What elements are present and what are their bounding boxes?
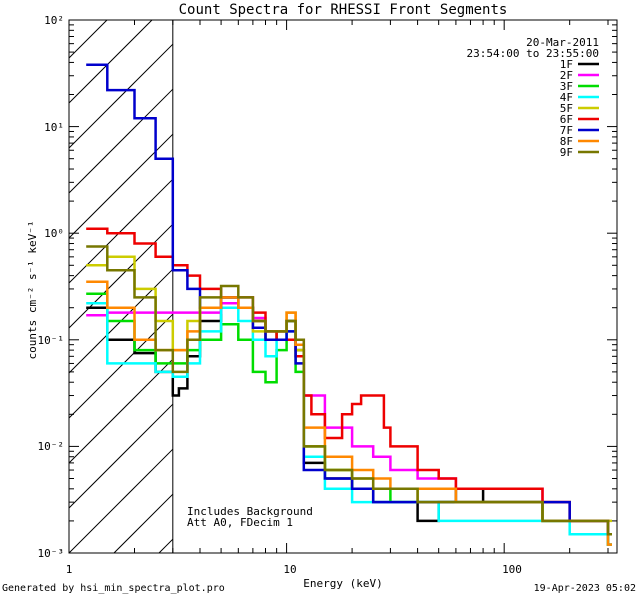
legend-label-7F: 7F (560, 124, 573, 137)
plot-frame (68, 19, 618, 554)
annotation-background: Includes Background (187, 505, 313, 518)
series-line-4F (86, 302, 612, 546)
legend-label-3F: 3F (560, 80, 573, 93)
legend-label-5F: 5F (560, 102, 573, 115)
footer-timestamp: 19-Apr-2023 05:02 (533, 583, 636, 594)
series-layer (86, 63, 612, 546)
hatch-line (113, 493, 174, 554)
hatch-line (68, 403, 174, 509)
legend-time-range: 23:54:00 to 23:55:00 (467, 47, 599, 60)
series-line-1F (86, 296, 612, 546)
x-tick-label-100: 100 (502, 563, 522, 576)
hatch-line (68, 19, 153, 104)
y-tick-label-1e0: 10⁰ (44, 227, 64, 240)
annotation-attenuator: Att A0, FDecim 1 (187, 516, 293, 529)
legend-label-1F: 1F (560, 58, 573, 71)
hatch-line (68, 448, 174, 554)
y-axis-label: counts cm⁻² s⁻¹ keV⁻¹ (26, 220, 39, 359)
legend-label-2F: 2F (560, 69, 573, 82)
legend-label-9F: 9F (560, 146, 573, 159)
x-tick-label-1: 1 (66, 563, 73, 576)
hatch-line (68, 223, 174, 329)
hatch-line (68, 178, 174, 284)
footer-generator: Generated by hsi_min_spectra_plot.pro (2, 583, 225, 594)
legend-label-4F: 4F (560, 91, 573, 104)
axis-ticks (68, 19, 617, 554)
hatch-line (68, 313, 174, 419)
series-line-7F (86, 63, 612, 536)
legend-label-8F: 8F (560, 135, 573, 148)
hatch-line (158, 538, 174, 554)
hatch-line (68, 133, 174, 239)
excluded-energy-hatch (68, 19, 174, 554)
x-axis-label: Energy (keV) (303, 577, 382, 590)
series-line-6F (86, 227, 612, 536)
y-tick-label-1e1: 10¹ (44, 121, 64, 134)
legend-date: 20-Mar-2011 (526, 36, 599, 49)
legend-label-6F: 6F (560, 113, 573, 126)
y-tick-label-1e2: 10² (44, 14, 64, 27)
y-tick-label-1e-3: 10⁻³ (38, 547, 65, 560)
chart-title: Count Spectra for RHESSI Front Segments (179, 2, 508, 18)
series-line-9F (86, 245, 612, 536)
x-tick-label-10: 10 (283, 563, 296, 576)
hatch-line (68, 43, 174, 149)
hatch-line (68, 358, 174, 464)
series-line-2F (86, 302, 612, 536)
y-tick-label-1e-1: 10⁻¹ (38, 334, 65, 347)
hatch-line (68, 88, 174, 194)
hatch-line (68, 19, 108, 59)
series-line-5F (86, 255, 612, 523)
y-tick-label-1e-2: 10⁻² (38, 440, 65, 453)
series-line-3F (86, 292, 612, 546)
